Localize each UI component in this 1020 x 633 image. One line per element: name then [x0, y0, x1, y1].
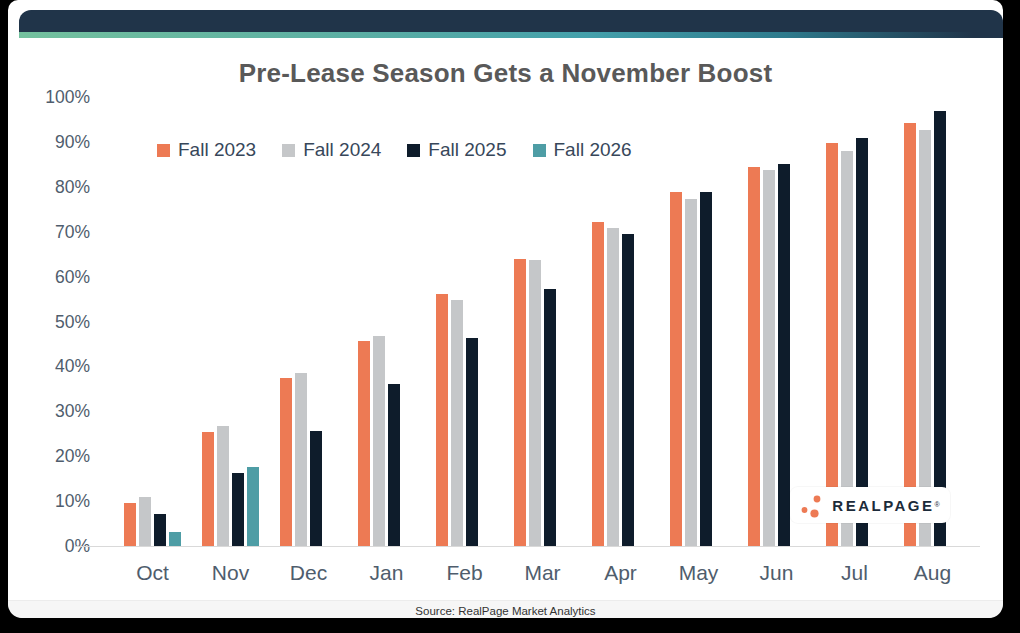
bar-aug-fall-2024: [919, 130, 931, 546]
x-tick-label: Dec: [270, 558, 348, 588]
x-tick-label: Aug: [894, 558, 972, 588]
bar-jun-fall-2023: [748, 167, 760, 546]
chart-card: Pre-Lease Season Gets a November Boost F…: [8, 0, 1003, 618]
x-tick-label: Feb: [426, 558, 504, 588]
source-text: Source: RealPage Market Analytics: [415, 605, 595, 617]
bar-jan-fall-2023: [358, 341, 370, 546]
source-footer: Source: RealPage Market Analytics: [8, 600, 1003, 618]
bar-mar-fall-2023: [514, 259, 526, 546]
bar-apr-fall-2024: [607, 228, 619, 546]
bar-apr-fall-2023: [592, 222, 604, 546]
realpage-logo: REALPAGE®: [790, 487, 950, 523]
x-tick-label: Oct: [114, 558, 192, 588]
accent-gradient-strip: [19, 32, 1003, 38]
chart-title: Pre-Lease Season Gets a November Boost: [8, 58, 1003, 89]
x-tick-label: Nov: [192, 558, 270, 588]
realpage-dots-icon: [800, 491, 826, 519]
x-tick-label: Jan: [348, 558, 426, 588]
bar-oct-fall-2025: [154, 514, 166, 546]
bar-dec-fall-2025: [310, 431, 322, 546]
bar-dec-fall-2024: [295, 373, 307, 546]
header-bar: [19, 10, 1003, 32]
bar-jan-fall-2025: [388, 384, 400, 546]
bar-mar-fall-2025: [544, 289, 556, 546]
x-axis-labels: OctNovDecJanFebMarAprMayJunJulAug: [75, 558, 980, 590]
bar-nov-fall-2026: [247, 467, 259, 546]
bar-dec-fall-2023: [280, 378, 292, 546]
bar-oct-fall-2023: [124, 503, 136, 546]
x-tick-label: Mar: [504, 558, 582, 588]
realpage-logo-text: REALPAGE: [832, 497, 934, 514]
x-tick-label: May: [660, 558, 738, 588]
x-tick-label: Apr: [582, 558, 660, 588]
x-tick-label: Jul: [816, 558, 894, 588]
bar-apr-fall-2025: [622, 234, 634, 547]
bar-jun-fall-2024: [763, 170, 775, 546]
bar-feb-fall-2023: [436, 294, 448, 546]
bar-aug-fall-2025: [934, 111, 946, 546]
bar-aug-fall-2023: [904, 123, 916, 546]
bar-oct-fall-2026: [169, 532, 181, 546]
x-tick-label: Jun: [738, 558, 816, 588]
bar-may-fall-2023: [670, 192, 682, 546]
bar-jul-fall-2025: [856, 138, 868, 546]
bar-feb-fall-2025: [466, 338, 478, 546]
bar-jul-fall-2023: [826, 143, 838, 546]
bar-may-fall-2024: [685, 199, 697, 546]
bar-nov-fall-2023: [202, 432, 214, 546]
bar-oct-fall-2024: [139, 497, 151, 546]
bar-nov-fall-2024: [217, 426, 229, 546]
bar-may-fall-2025: [700, 192, 712, 546]
registered-trademark-mark: ®: [935, 500, 940, 510]
page-background: { "chart_data": { "type": "bar", "title"…: [0, 0, 1020, 633]
bar-nov-fall-2025: [232, 473, 244, 546]
bar-mar-fall-2024: [529, 260, 541, 546]
bar-chart-plot-area: [75, 97, 980, 547]
bar-jun-fall-2025: [778, 164, 790, 546]
bar-jan-fall-2024: [373, 336, 385, 546]
bar-feb-fall-2024: [451, 300, 463, 546]
